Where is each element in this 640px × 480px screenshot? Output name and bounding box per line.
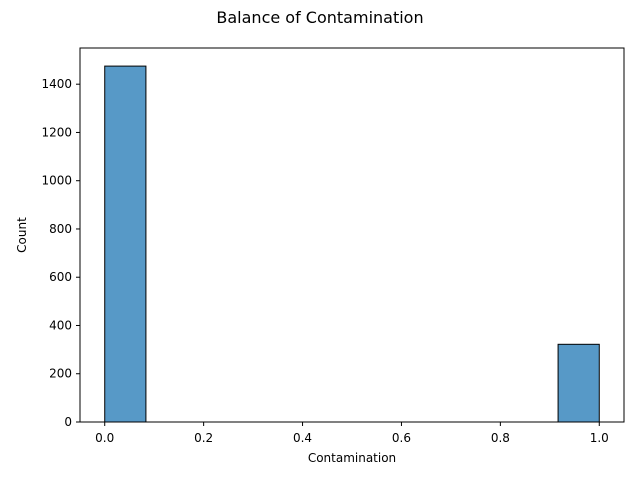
- y-tick-label: 1400: [41, 77, 72, 91]
- chart-title: Balance of Contamination: [216, 8, 423, 27]
- x-tick-label: 0.0: [95, 431, 114, 445]
- y-tick-label: 1200: [41, 125, 72, 139]
- x-tick-label: 1.0: [590, 431, 609, 445]
- y-axis: 0 200 400 600 800 1000 1200 1400: [41, 77, 80, 429]
- x-tick-label: 0.6: [392, 431, 411, 445]
- y-tick-label: 400: [49, 318, 72, 332]
- bars-layer: [104, 65, 600, 423]
- y-axis-label: Count: [15, 217, 29, 253]
- x-tick-label: 0.4: [293, 431, 312, 445]
- axes-frame: [79, 47, 625, 423]
- histogram-bar-0: [104, 65, 147, 423]
- y-tick-label: 1000: [41, 174, 72, 188]
- x-axis-label: Contamination: [308, 451, 396, 465]
- x-axis: 0.0 0.2 0.4 0.6 0.8 1.0: [95, 422, 609, 445]
- x-tick-label: 0.8: [491, 431, 510, 445]
- histogram-bar-11: [557, 343, 600, 423]
- y-tick-label: 200: [49, 367, 72, 381]
- y-tick-label: 0: [64, 415, 72, 429]
- y-tick-label: 600: [49, 270, 72, 284]
- x-tick-label: 0.2: [194, 431, 213, 445]
- y-tick-label: 800: [49, 222, 72, 236]
